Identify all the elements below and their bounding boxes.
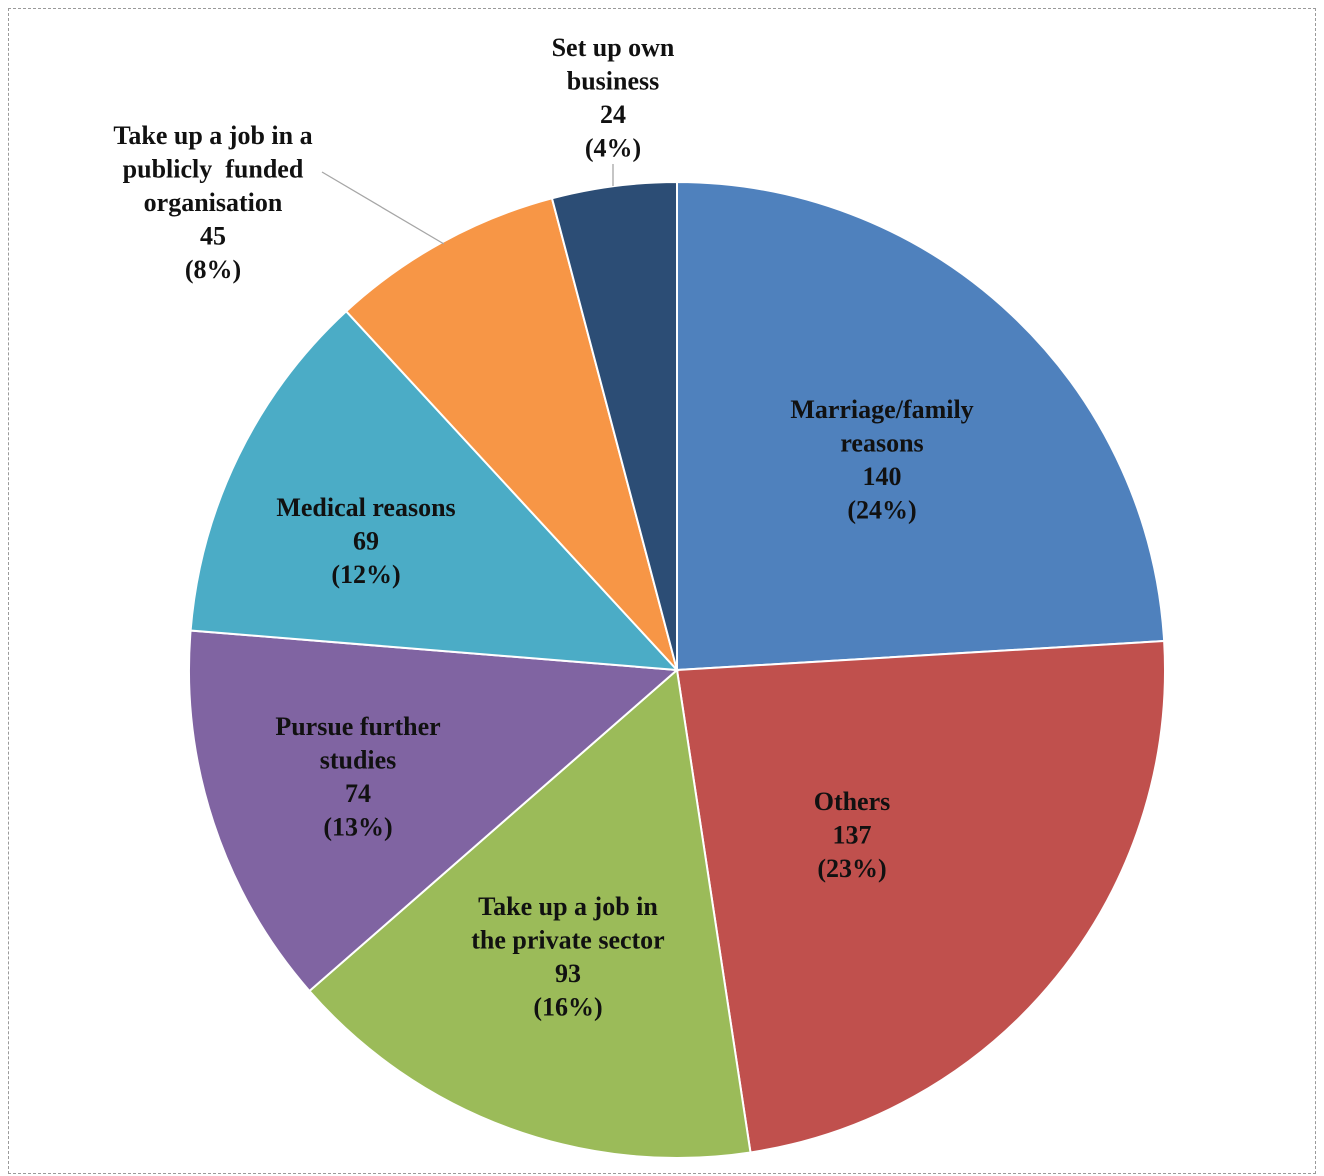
pie-slice-set-up-own-business: [550, 180, 678, 671]
pie-slices: [188, 180, 1166, 1160]
data-label-set-up-own-business: Set up own business 24 (4%): [552, 33, 675, 163]
data-label-others: Others 137 (23%): [814, 787, 891, 883]
pie-slice-others: [675, 639, 1166, 1154]
data-labels: Marriage/family reasons 140 (24%) Others 137(…: [113, 33, 973, 1022]
data-label-medical-reasons: Medical reasons 69 (12%): [276, 493, 455, 589]
data-label-pursue-further-studies: Pursue further studies 74 (13%): [275, 712, 440, 842]
pie-slice-marriage-family-reasons: [676, 180, 1166, 672]
pie-slice-take-up-a-job-in-the-private-sector: [308, 668, 752, 1160]
leader-line-publicly-funded: [321, 171, 445, 245]
data-label-take-up-a-job-in-the-private-sector: Take up a job in the private sector 93 (16%…: [471, 892, 664, 1022]
pie-slice-medical-reasons: [189, 309, 680, 672]
leader-lines: [321, 164, 614, 245]
pie-slice-pursue-further-studies: [188, 629, 680, 993]
data-label-marriage-family-reasons: Marriage/family reasons 140 (24%): [790, 395, 973, 525]
data-label-take-up-a-job-in-a-publicly-funded-organisation: Take up a job in a publicly funded organis…: [113, 121, 312, 284]
chart-frame: [8, 8, 1316, 1174]
